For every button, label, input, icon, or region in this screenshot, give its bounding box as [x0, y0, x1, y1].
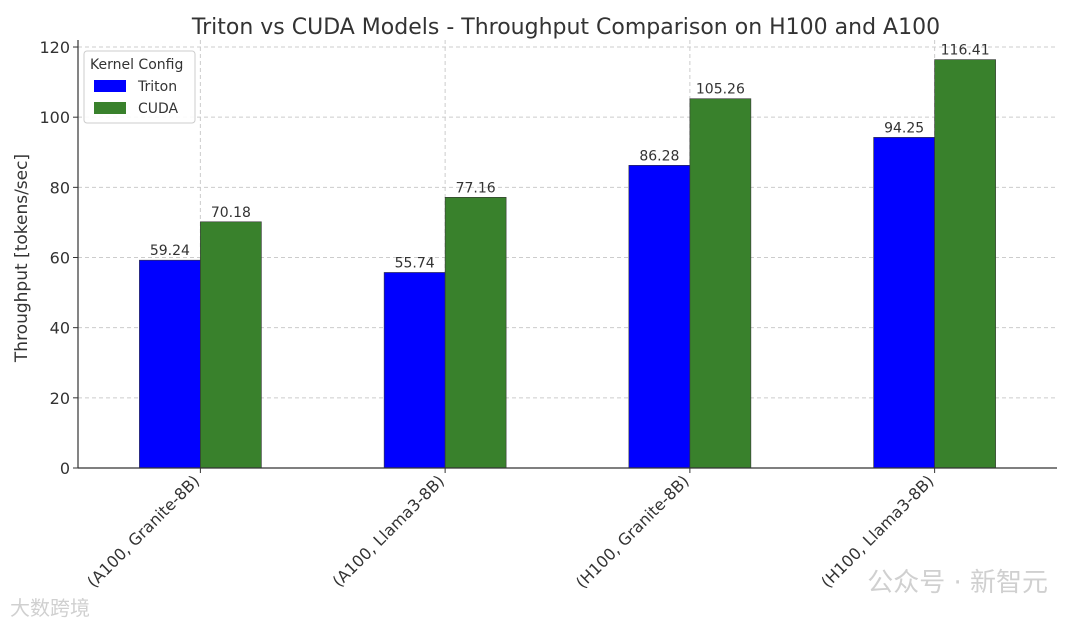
- data-label: 86.28: [639, 148, 679, 164]
- y-tick-label: 40: [50, 319, 70, 338]
- data-label: 105.26: [696, 82, 745, 98]
- bar-cuda: [200, 221, 262, 469]
- data-label: 70.18: [211, 205, 251, 221]
- legend-label-triton: Triton: [137, 79, 177, 95]
- bars: [139, 59, 996, 469]
- legend-swatch-cuda: [94, 102, 126, 114]
- x-tick-label: (H100, Granite-8B): [572, 471, 693, 592]
- y-tick-label: 120: [39, 38, 70, 57]
- chart-title: Triton vs CUDA Models - Throughput Compa…: [191, 15, 940, 40]
- data-label: 116.41: [941, 43, 990, 59]
- data-label: 94.25: [884, 120, 924, 136]
- x-tick-label: (A100, Llama3-8B): [329, 471, 448, 590]
- y-axis-label: Throughput [tokens/sec]: [12, 154, 32, 363]
- y-tick-label: 60: [50, 249, 70, 268]
- watermark-right: 公众号 · 新智元: [867, 568, 1048, 598]
- watermark-left: 大数跨境: [10, 596, 90, 620]
- bar-cuda: [934, 59, 996, 469]
- data-label: 77.16: [456, 180, 496, 196]
- bar-triton: [628, 165, 691, 469]
- bar-cuda: [444, 197, 507, 469]
- data-label: 59.24: [150, 243, 190, 259]
- data-labels: 59.24 55.74 86.28 94.25 70.18 77.16 105.26 116.…: [150, 43, 990, 272]
- y-tick-label: 20: [50, 389, 70, 408]
- bar-cuda: [689, 98, 752, 469]
- x-tick-label: (A100, Granite-8B): [83, 471, 203, 591]
- axes: [73, 40, 1057, 473]
- legend: Kernel Config Triton CUDA: [83, 50, 196, 124]
- bar-triton: [139, 259, 201, 469]
- legend-swatch-triton: [94, 80, 126, 92]
- data-label: 55.74: [395, 255, 435, 271]
- bar-triton: [873, 137, 935, 469]
- bar-triton: [383, 272, 446, 469]
- y-tick-label: 0: [60, 459, 70, 478]
- legend-label-cuda: CUDA: [138, 101, 179, 117]
- y-tick-label: 100: [39, 108, 70, 127]
- legend-title: Kernel Config: [90, 57, 183, 73]
- y-tick-label: 80: [50, 178, 70, 197]
